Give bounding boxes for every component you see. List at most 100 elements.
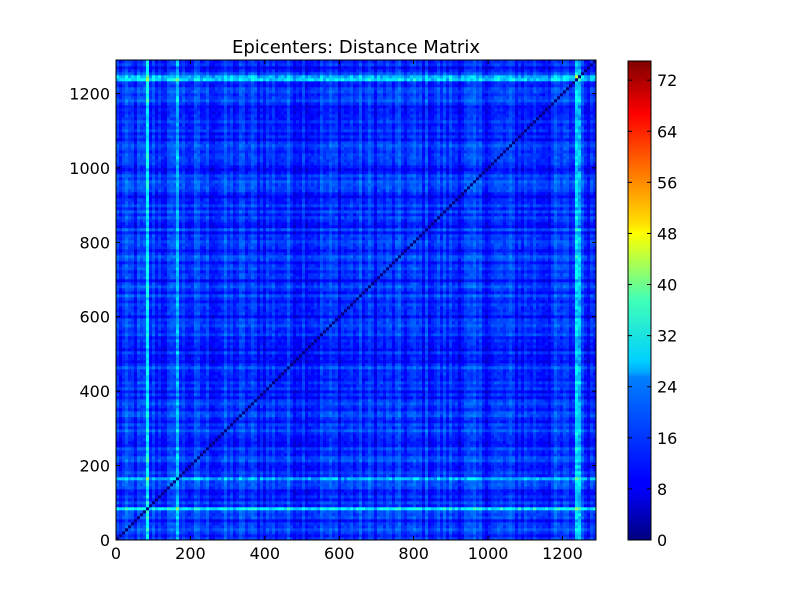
heatmap-cell	[167, 111, 170, 114]
heatmap-cell	[206, 477, 209, 480]
heatmap-cell	[206, 423, 209, 426]
heatmap-cell	[200, 69, 203, 72]
heatmap-cell	[152, 183, 155, 186]
heatmap-cell	[143, 399, 146, 402]
heatmap-cell	[167, 459, 170, 462]
heatmap-cell	[167, 114, 170, 117]
heatmap-cell	[200, 183, 203, 186]
heatmap-cell	[149, 429, 152, 432]
heatmap-cell	[185, 330, 188, 333]
heatmap-cell	[179, 363, 182, 366]
heatmap-cell	[206, 267, 209, 270]
heatmap-cell	[158, 471, 161, 474]
heatmap-cell	[194, 513, 197, 516]
heatmap-cell	[206, 147, 209, 150]
heatmap-cell	[158, 69, 161, 72]
heatmap-cell	[167, 345, 170, 348]
heatmap-cell	[122, 411, 125, 414]
heatmap-cell	[146, 393, 149, 396]
heatmap-cell	[128, 285, 131, 288]
heatmap-cell	[188, 258, 191, 261]
heatmap-cell	[176, 453, 179, 456]
heatmap-cell	[122, 66, 125, 69]
heatmap-cell	[200, 228, 203, 231]
heatmap-cell	[200, 450, 203, 453]
heatmap-cell	[152, 153, 155, 156]
heatmap-cell	[167, 438, 170, 441]
heatmap-cell	[155, 279, 158, 282]
heatmap-cell	[206, 402, 209, 405]
heatmap-cell	[131, 138, 134, 141]
heatmap-cell	[137, 129, 140, 132]
heatmap-cell	[131, 162, 134, 165]
heatmap-cell	[164, 222, 167, 225]
heatmap-cell	[137, 351, 140, 354]
heatmap-cell	[176, 132, 179, 135]
heatmap-cell	[167, 297, 170, 300]
heatmap-cell	[125, 450, 128, 453]
heatmap-cell	[140, 411, 143, 414]
heatmap-cell	[158, 156, 161, 159]
heatmap-cell	[155, 168, 158, 171]
heatmap-cell	[161, 156, 164, 159]
heatmap-cell	[167, 72, 170, 75]
heatmap-cell	[137, 168, 140, 171]
heatmap-cell	[206, 507, 209, 510]
heatmap-cell	[143, 396, 146, 399]
heatmap-cell	[191, 531, 194, 534]
heatmap-cell	[128, 69, 131, 72]
heatmap-cell	[155, 297, 158, 300]
heatmap-cell	[143, 423, 146, 426]
heatmap-cell	[125, 420, 128, 423]
heatmap-cell	[203, 213, 206, 216]
heatmap-cell	[149, 330, 152, 333]
heatmap-cell	[185, 168, 188, 171]
heatmap-cell	[155, 465, 158, 468]
heatmap-cell	[137, 219, 140, 222]
heatmap-cell	[155, 456, 158, 459]
heatmap-cell	[158, 492, 161, 495]
heatmap-cell	[173, 180, 176, 183]
heatmap-cell	[119, 270, 122, 273]
heatmap-cell	[170, 504, 173, 507]
heatmap-cell	[158, 294, 161, 297]
heatmap-cell	[188, 168, 191, 171]
heatmap-cell	[191, 447, 194, 450]
heatmap-cell	[122, 339, 125, 342]
heatmap-cell	[173, 138, 176, 141]
heatmap-cell	[122, 504, 125, 507]
heatmap-cell	[125, 162, 128, 165]
heatmap-cell	[125, 117, 128, 120]
heatmap-cell	[185, 324, 188, 327]
heatmap-cell	[203, 390, 206, 393]
heatmap-cell	[176, 327, 179, 330]
heatmap-cell	[155, 495, 158, 498]
heatmap-cell	[194, 249, 197, 252]
heatmap-cell	[158, 261, 161, 264]
heatmap-cell	[128, 375, 131, 378]
heatmap-cell	[191, 462, 194, 465]
heatmap-cell	[185, 318, 188, 321]
heatmap-cell	[152, 408, 155, 411]
heatmap-cell	[203, 519, 206, 522]
heatmap-cell	[125, 312, 128, 315]
heatmap-cell	[155, 105, 158, 108]
heatmap-cell	[125, 345, 128, 348]
heatmap-cell	[155, 525, 158, 528]
heatmap-cell	[161, 423, 164, 426]
heatmap-cell	[140, 138, 143, 141]
heatmap-cell	[137, 471, 140, 474]
heatmap-cell	[191, 423, 194, 426]
heatmap-cell	[143, 447, 146, 450]
heatmap-cell	[179, 288, 182, 291]
heatmap-cell	[128, 423, 131, 426]
heatmap-cell	[194, 381, 197, 384]
heatmap-cell	[191, 138, 194, 141]
heatmap-cell	[200, 297, 203, 300]
heatmap-cell	[140, 111, 143, 114]
heatmap-cell	[164, 129, 167, 132]
heatmap-cell	[170, 333, 173, 336]
heatmap-cell	[137, 342, 140, 345]
heatmap-cell	[200, 411, 203, 414]
heatmap-cell	[185, 498, 188, 501]
